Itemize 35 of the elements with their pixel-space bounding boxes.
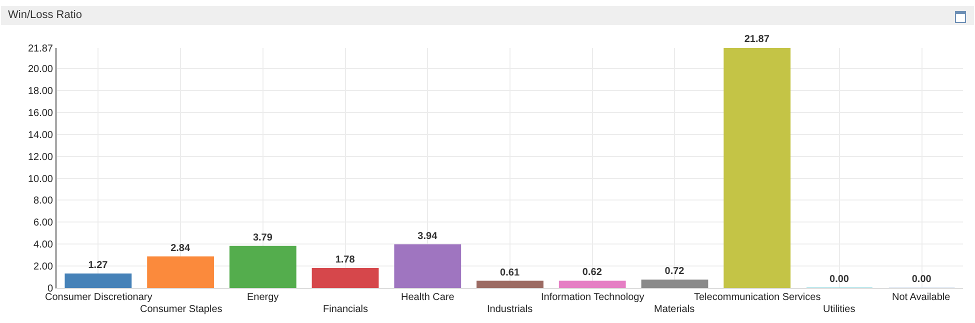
x-tick-label: Energy xyxy=(247,292,279,303)
data-label: 2.84 xyxy=(170,242,190,254)
y-tick-label: 21.87 xyxy=(28,44,54,54)
y-tick-label: 12.00 xyxy=(28,152,54,163)
chart-title: Win/Loss Ratio xyxy=(8,9,82,21)
x-tick-label: Utilities xyxy=(823,304,856,315)
y-tick-label: 4.00 xyxy=(34,240,54,251)
x-tick-label: Consumer Staples xyxy=(140,304,222,315)
x-tick-label: Materials xyxy=(654,304,695,315)
data-label: 0.72 xyxy=(664,266,685,278)
y-tick-label: 18.00 xyxy=(28,86,54,97)
data-label: 21.87 xyxy=(744,34,770,45)
y-tick-label: 8.00 xyxy=(34,196,54,207)
x-tick-label: Financials xyxy=(323,304,368,315)
data-label: 1.78 xyxy=(335,254,356,266)
data-label: 0.00 xyxy=(912,274,932,285)
data-label: 3.94 xyxy=(418,230,438,242)
x-tick-label: Consumer Discretionary xyxy=(45,292,152,303)
y-tick-label: 2.00 xyxy=(34,262,54,273)
data-label: 0.00 xyxy=(830,274,850,285)
data-label: 1.27 xyxy=(88,260,108,272)
data-label: 0.62 xyxy=(582,267,602,278)
x-tick-label: Telecommunication Services xyxy=(694,292,821,303)
y-tick-label: 16.00 xyxy=(28,108,54,119)
x-tick-label: Health Care xyxy=(401,292,455,303)
y-tick-label: 14.00 xyxy=(28,130,54,141)
data-label: 3.79 xyxy=(252,232,273,244)
y-tick-label: 6.00 xyxy=(34,218,54,229)
y-tick-label: 0 xyxy=(47,284,54,294)
x-tick-label: Industrials xyxy=(487,304,533,315)
x-tick-label: Information Technology xyxy=(541,292,644,303)
y-tick-label: 10.00 xyxy=(28,174,54,185)
x-tick-label: Not Available xyxy=(892,292,951,303)
y-tick-label: 20.00 xyxy=(28,64,54,76)
data-label: 0.61 xyxy=(500,267,520,278)
